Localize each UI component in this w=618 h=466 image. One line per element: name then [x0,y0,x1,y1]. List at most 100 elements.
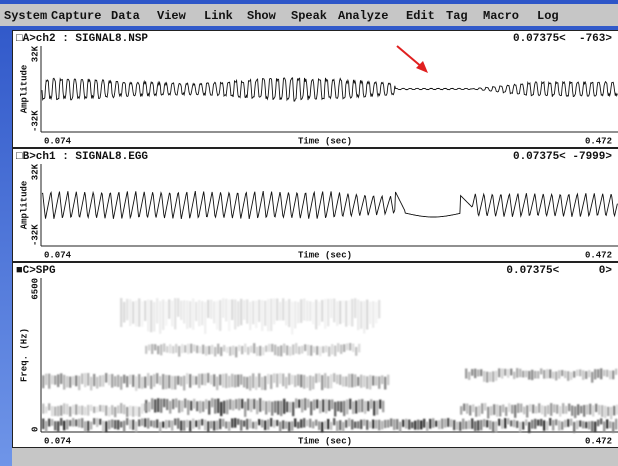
spectro-cell [540,419,542,426]
spectro-cell [217,344,219,354]
spectro-cell [102,421,104,432]
spectro-cell [154,399,156,412]
spectro-cell [228,376,230,388]
spectro-cell [264,421,266,431]
spectro-cell [189,301,191,328]
spectro-cell [375,302,377,323]
spectro-cell [246,299,248,323]
spectro-cell [577,404,579,415]
spectro-cell [312,421,314,428]
spectro-cell [229,399,231,409]
spectro-cell [111,419,113,427]
spectro-cell [105,405,107,415]
spectro-cell [54,376,56,385]
spectro-cell [372,420,374,429]
spectro-cell [528,422,530,433]
spectro-cell [192,419,194,429]
spectro-cell [285,421,287,429]
spectro-cell [273,420,275,428]
menu-item[interactable]: Show [247,9,277,23]
spectro-cell [90,405,92,411]
screen: System Capture Data View Link Show Speak Analyz… [0,0,618,466]
spectro-cell [135,376,137,391]
spectro-cell [271,344,273,352]
menu-item[interactable]: Capture [51,9,101,23]
menu-item[interactable]: Edit [406,9,435,23]
spectro-cell [228,421,230,431]
spectro-cell [505,407,507,416]
menu-item[interactable]: Data [111,9,140,23]
spectro-cell [157,346,159,355]
spectro-cell [48,403,50,410]
menu-item[interactable]: Log [537,9,559,23]
spectro-cell [199,401,201,413]
spectro-cell [178,400,180,413]
panel: □A>ch2 : SIGNAL8.NSP0.07375< -763>Amplit… [13,31,618,148]
spectro-cell [297,422,299,429]
spectro-cell [214,347,216,357]
spectro-cell [156,419,158,428]
spectro-cell [307,345,309,356]
spectro-cell [210,375,212,384]
spectro-cell [420,420,422,429]
spectro-cell [486,420,488,427]
spectro-cell [171,420,173,430]
menu-item[interactable]: Tag [446,9,468,23]
menu-item[interactable]: System [4,9,47,23]
spectro-cell [66,420,68,430]
spectro-cell [537,420,539,426]
spectro-cell [120,298,122,327]
spectro-cell [463,404,465,411]
menu-item[interactable]: Macro [483,9,519,23]
spectro-cell [177,298,179,317]
spectro-cell [316,399,318,408]
spectro-cell [384,420,386,428]
spectro-cell [514,405,516,418]
menu-item[interactable]: Speak [291,9,327,23]
spectro-cell [603,370,605,376]
spectro-cell [261,300,263,331]
menu-item[interactable]: Link [204,9,233,23]
spectro-cell [552,372,554,379]
spectro-cell [363,419,365,426]
spectro-cell [262,347,264,355]
spectro-cell [238,345,240,351]
spectro-cell [42,404,44,414]
spectro-cell [258,300,260,322]
menu-item[interactable]: View [157,9,187,23]
spectro-cell [96,406,98,412]
spectro-cell [477,369,479,376]
spectro-cell [582,421,584,428]
spectro-cell [235,347,237,358]
spectro-cell [295,398,297,408]
spectro-cell [492,422,494,433]
spectro-cell [274,345,276,355]
spectro-cell [108,374,110,385]
spectro-cell [348,418,350,426]
spectro-cell [375,376,377,385]
spectro-cell [585,422,587,429]
spectro-cell [372,376,374,386]
spectro-cell [298,399,300,407]
spectro-cell [147,299,149,331]
spectro-cell [582,370,584,380]
spectro-cell [535,406,537,413]
spectro-cell [310,345,312,356]
spectro-cell [210,421,212,429]
spectro-cell [147,418,149,429]
spectro-cell [549,369,551,378]
spectro-cell [57,374,59,387]
spectro-cell [156,373,158,384]
spectro-cell [204,420,206,431]
menu-item[interactable]: Analyze [338,9,388,23]
spectro-cell [205,346,207,355]
spectro-cell [259,346,261,356]
spectro-cell [54,421,56,430]
spectro-cell [609,421,611,428]
spectro-cell [175,344,177,353]
spectro-cell [156,298,158,323]
spectro-cell [220,347,222,356]
spectro-cell [78,406,80,415]
spectro-cell [181,401,183,412]
spectro-cell [291,302,293,335]
